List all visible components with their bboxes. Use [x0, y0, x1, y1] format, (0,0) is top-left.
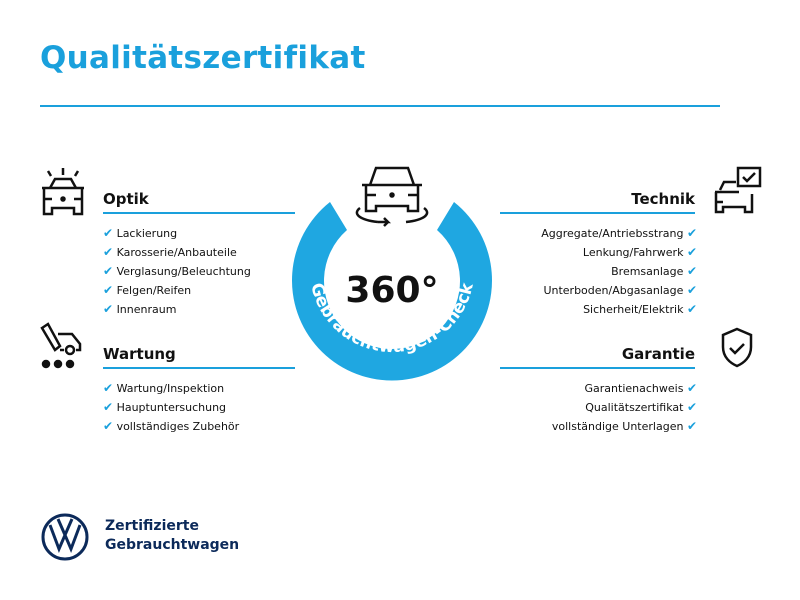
list-item: ✔ Karosserie/Anbauteile — [103, 245, 237, 259]
360-check-badge: Gebrauchtwagen-Check 360° — [292, 166, 492, 381]
list-item: ✔ Wartung/Inspektion — [103, 381, 225, 395]
list-item: ✔ Lackierung — [103, 226, 178, 240]
title-divider — [40, 105, 720, 107]
list-item: Garantienachweis ✔ — [584, 381, 697, 395]
list-item: Bremsanlage ✔ — [611, 264, 697, 278]
section-divider — [500, 367, 695, 369]
list-item: ✔ Hauptuntersuchung — [103, 400, 227, 414]
list-item: Lenkung/Fahrwerk ✔ — [582, 245, 697, 259]
list-item: ✔ Verglasung/Beleuchtung — [103, 264, 251, 278]
list-item: vollständige Unterlagen ✔ — [551, 419, 697, 433]
vw-logo — [41, 513, 89, 561]
brand-line1: Zertifizierte — [105, 518, 199, 534]
list-item: Unterboden/Abgasanlage ✔ — [543, 283, 697, 297]
section-title-technik: Technik — [631, 190, 695, 208]
list-item: ✔ Innenraum — [103, 302, 177, 316]
shield-check-icon — [721, 327, 753, 368]
car-checklist-icon — [714, 166, 762, 214]
car-lights-icon — [42, 168, 84, 216]
list-item: Sicherheit/Elektrik ✔ — [583, 302, 697, 316]
optik-list: ✔ Lackierung ✔ Karosserie/Anbauteile ✔ V… — [103, 224, 251, 319]
wartung-list: ✔ Wartung/Inspektion ✔ Hauptuntersuchung… — [103, 379, 239, 436]
page-title: Qualitätszertifikat — [40, 40, 366, 76]
car-rotate-icon — [355, 166, 429, 227]
brand-text: Zertifizierte Gebrauchtwagen — [105, 517, 239, 555]
section-divider — [103, 367, 295, 369]
brand-line2: Gebrauchtwagen — [105, 537, 240, 553]
section-title-garantie: Garantie — [621, 345, 695, 363]
list-item: ✔ vollständiges Zubehör — [103, 419, 240, 433]
badge-number: 360° — [345, 270, 438, 311]
section-divider — [103, 212, 295, 214]
list-item: Qualitätszertifikat ✔ — [585, 400, 697, 414]
technik-list: Aggregate/Antriebsstrang ✔ Lenkung/Fahrw… — [480, 224, 697, 319]
list-item: Aggregate/Antriebsstrang ✔ — [541, 226, 697, 240]
badge-ring — [292, 202, 492, 381]
garantie-list: Garantienachweis ✔ Qualitätszertifikat ✔… — [480, 379, 697, 436]
section-title-optik: Optik — [103, 190, 149, 208]
list-item: ✔ Felgen/Reifen — [103, 283, 192, 297]
section-divider — [500, 212, 695, 214]
section-title-wartung: Wartung — [103, 345, 176, 363]
service-car-icon — [40, 322, 82, 369]
